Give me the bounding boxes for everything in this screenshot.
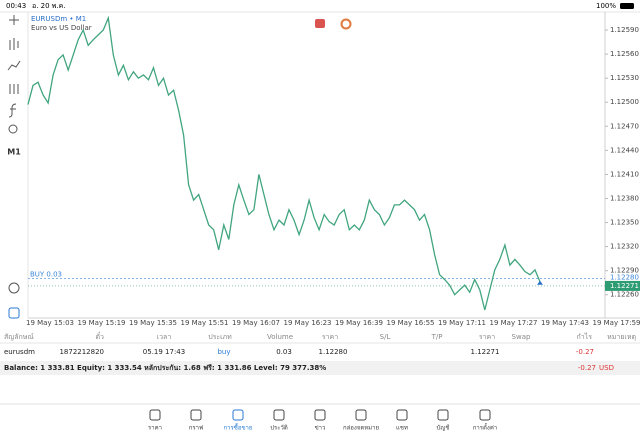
x-tick-label: 19 May 17:59 xyxy=(592,319,640,327)
nav-icon[interactable] xyxy=(479,409,491,421)
nav-icon[interactable] xyxy=(396,409,408,421)
x-tick-label: 19 May 15:03 xyxy=(26,319,74,327)
nav-label[interactable]: กราฟ xyxy=(189,425,203,432)
nav-icon[interactable] xyxy=(149,409,161,421)
y-tick-label: 1.12410 xyxy=(610,170,639,178)
x-tick-label: 19 May 15:51 xyxy=(180,319,228,327)
table-header: ราคา xyxy=(479,333,495,341)
nav-icon[interactable] xyxy=(314,409,326,421)
y-tick-label: 1.12530 xyxy=(610,74,639,82)
x-tick-label: 19 May 16:23 xyxy=(283,319,331,327)
table-cell[interactable]: eurusdm xyxy=(4,348,35,356)
crosshair-tool[interactable] xyxy=(9,15,19,25)
table-header: ตั๋ว xyxy=(96,332,105,341)
x-tick-label: 19 May 17:11 xyxy=(438,319,486,327)
nav-label[interactable]: กล่องจดหมาย xyxy=(343,425,379,432)
balance-text: Balance: 1 333.81 Equity: 1 333.54 หลักป… xyxy=(4,364,326,372)
table-header: เวลา xyxy=(157,333,172,341)
table-cell[interactable]: 1.12271 xyxy=(471,348,500,356)
status-date: อ. 20 พ.ค. xyxy=(32,2,66,10)
balance-bar xyxy=(0,361,640,375)
buy-line-label: BUY 0.03 xyxy=(30,271,62,279)
objects-tool[interactable] xyxy=(8,124,18,134)
timeframe[interactable]: M1 xyxy=(7,148,21,157)
nav-icon[interactable] xyxy=(232,409,244,421)
settings-tool[interactable] xyxy=(9,84,19,94)
nav-label[interactable]: ข่าว xyxy=(315,425,326,432)
table-header: กำไร xyxy=(577,332,593,341)
bid-label: 1.12271 xyxy=(610,282,639,290)
y-tick-label: 1.12350 xyxy=(610,219,639,227)
y-tick-label: 1.12380 xyxy=(610,194,639,202)
table-header: T/P xyxy=(431,333,443,341)
buy-marker xyxy=(537,280,543,285)
nav-icon[interactable] xyxy=(273,409,285,421)
table-header: S/L xyxy=(380,333,391,341)
function-tool[interactable] xyxy=(8,103,17,118)
nav-icon[interactable] xyxy=(190,409,202,421)
nav-label[interactable]: การซื้อขาย xyxy=(224,422,253,432)
nav-icon[interactable] xyxy=(437,409,449,421)
chart-type-tool[interactable] xyxy=(9,38,19,50)
chart-description: Euro vs US Dollar xyxy=(31,24,92,32)
x-tick-label: 19 May 16:55 xyxy=(386,319,434,327)
nav-label[interactable]: แชท xyxy=(396,425,408,432)
balance-profit: -0.27 xyxy=(578,364,596,372)
bid-label-bg xyxy=(605,280,640,291)
x-tick-label: 19 May 16:39 xyxy=(335,319,383,327)
y-tick-label: 1.12470 xyxy=(610,122,639,130)
chart-symbol: EURUSDm • M1 xyxy=(31,15,86,23)
y-tick-label: 1.12440 xyxy=(610,146,639,154)
battery-icon xyxy=(620,3,634,9)
left-toolbar[interactable] xyxy=(7,15,21,319)
table-header: หมายเหตุ xyxy=(607,333,636,341)
table-header: ราคา xyxy=(322,333,338,341)
nav-label[interactable]: ราคา xyxy=(148,425,162,432)
one-click-icon[interactable] xyxy=(315,19,325,28)
status-time: 00:43 xyxy=(6,2,26,10)
x-tick-label: 19 May 15:19 xyxy=(77,319,125,327)
table-cell[interactable]: 1.12280 xyxy=(319,348,348,356)
y-tick-label: 1.12590 xyxy=(610,26,639,34)
nav-label[interactable]: การตั้งค่า xyxy=(473,422,497,432)
nav-label[interactable]: บัญชี xyxy=(437,424,450,432)
table-cell[interactable]: -0.27 xyxy=(576,348,594,356)
status-battery: 100% xyxy=(596,2,616,10)
x-tick-label: 19 May 17:27 xyxy=(489,319,537,327)
table-header: Swap xyxy=(512,333,531,341)
table-header: สัญลักษณ์ xyxy=(4,333,34,341)
table-cell[interactable]: 1872212820 xyxy=(59,348,104,356)
zoom-tool[interactable] xyxy=(8,282,20,294)
y-tick-label: 1.12500 xyxy=(610,98,639,106)
nav-label[interactable]: ประวัติ xyxy=(270,425,288,432)
table-cell[interactable]: 05.19 17:43 xyxy=(143,348,185,356)
balance-currency: USD xyxy=(599,364,614,372)
price-line xyxy=(27,15,541,311)
x-tick-label: 19 May 15:35 xyxy=(129,319,177,327)
refresh-icon[interactable] xyxy=(340,18,352,30)
indicators-tool[interactable] xyxy=(7,60,21,71)
y-tick-label: 1.12320 xyxy=(610,243,639,251)
table-header: Volume xyxy=(267,333,293,341)
x-tick-label: 19 May 16:07 xyxy=(232,319,280,327)
table-cell[interactable]: buy xyxy=(217,348,230,356)
buy-price-label: 1.12280 xyxy=(610,274,639,282)
trade-tool[interactable] xyxy=(8,307,20,319)
table-header: ประเภท xyxy=(208,333,232,341)
table-cell[interactable]: 0.03 xyxy=(276,348,292,356)
x-tick-label: 19 May 17:43 xyxy=(541,319,589,327)
nav-icon[interactable] xyxy=(355,409,367,421)
y-tick-label: 1.12560 xyxy=(610,50,639,58)
y-tick-label: 1.12290 xyxy=(610,267,639,275)
y-tick-label: 1.12260 xyxy=(610,291,639,299)
